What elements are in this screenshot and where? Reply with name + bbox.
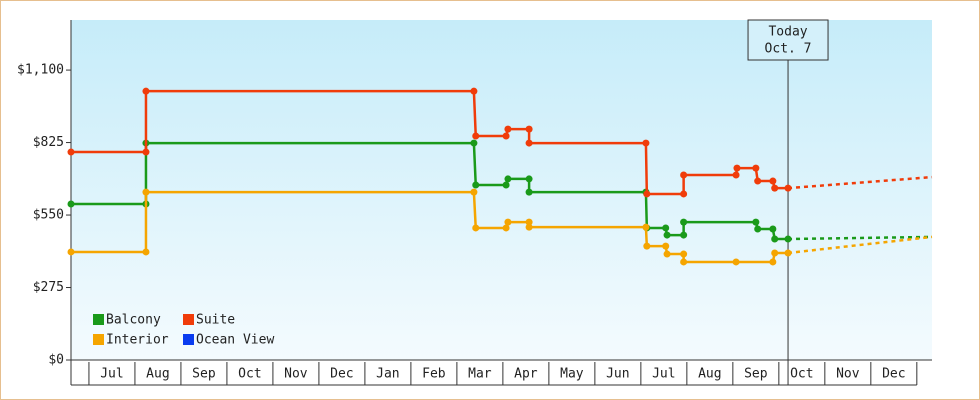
today-label: Oct. 7 [765, 42, 812, 57]
price-point [502, 132, 510, 140]
plot-area [71, 20, 932, 360]
price-point [784, 184, 792, 192]
price-point [662, 224, 670, 232]
x-tick-label: Dec [882, 367, 905, 382]
legend-label: Suite [196, 313, 235, 328]
x-tick-label: Feb [422, 367, 446, 382]
price-point [733, 164, 741, 172]
x-tick-label: Jan [376, 367, 399, 382]
price-point [680, 218, 688, 226]
price-point [732, 171, 740, 179]
x-tick-label: Nov [836, 367, 860, 382]
price-point [643, 242, 651, 250]
price-point [470, 188, 478, 196]
x-tick-label: May [560, 367, 584, 382]
price-point [784, 235, 792, 243]
price-point [525, 175, 533, 183]
legend-swatch [183, 334, 194, 345]
price-point [754, 225, 762, 233]
price-point [525, 188, 533, 196]
x-tick-label: Apr [514, 367, 538, 382]
price-point [771, 235, 779, 243]
price-point [769, 258, 777, 266]
legend-swatch [183, 314, 194, 325]
projection-line [787, 235, 933, 255]
price-point [525, 223, 533, 231]
price-point [470, 139, 478, 147]
price-point [504, 175, 512, 183]
price-point [784, 249, 792, 257]
price-point [525, 218, 533, 226]
price-point [502, 224, 510, 232]
price-point [752, 218, 760, 226]
x-tick-label: Aug [698, 367, 721, 382]
x-tick-label: Nov [284, 367, 308, 382]
legend-swatch [93, 314, 104, 325]
price-point [142, 148, 150, 156]
price-point [472, 132, 480, 140]
x-tick-label: Jul [652, 367, 675, 382]
price-point [769, 177, 777, 185]
legend-label: Balcony [106, 313, 161, 328]
x-tick-label: Mar [468, 367, 492, 382]
price-point [680, 231, 688, 239]
today-label: Today [768, 25, 807, 40]
price-point [67, 248, 75, 256]
x-tick-label: Dec [330, 367, 353, 382]
price-point [642, 223, 650, 231]
price-point [754, 177, 762, 185]
price-point [663, 250, 671, 258]
price-point [504, 218, 512, 226]
price-point [771, 184, 779, 192]
price-point [67, 148, 75, 156]
y-tick-label: $275 [33, 280, 64, 295]
price-point [67, 200, 75, 208]
price-point [502, 181, 510, 189]
price-point [680, 171, 688, 179]
price-point [504, 125, 512, 133]
price-point [680, 250, 688, 258]
x-tick-label: Aug [146, 367, 169, 382]
y-tick-label: $1,100 [17, 63, 64, 78]
price-point [752, 164, 760, 172]
price-point [472, 181, 480, 189]
price-point [525, 125, 533, 133]
y-tick-label: $550 [33, 208, 64, 223]
today-box [747, 19, 829, 61]
price-point [680, 258, 688, 266]
price-point [472, 224, 480, 232]
price-point [662, 242, 670, 250]
x-tick-label: Sep [192, 367, 216, 382]
price-point [142, 248, 150, 256]
legend-label: Ocean View [196, 333, 274, 348]
price-point [525, 139, 533, 147]
x-tick-label: Jul [100, 367, 123, 382]
price-point [663, 231, 671, 239]
x-tick-label: Sep [744, 367, 768, 382]
x-tick-label: Oct [238, 367, 261, 382]
price-point [732, 258, 740, 266]
legend-swatch [93, 334, 104, 345]
price-point [680, 190, 688, 198]
legend-label: Interior [106, 333, 169, 348]
x-tick-label: Oct [790, 367, 813, 382]
projection-line [787, 175, 933, 190]
y-tick-label: $825 [33, 135, 64, 150]
price-point [142, 87, 150, 95]
price-point [142, 188, 150, 196]
price-point [642, 139, 650, 147]
price-point [769, 225, 777, 233]
price-point [643, 190, 651, 198]
x-tick-label: Jun [606, 367, 629, 382]
price-point [771, 249, 779, 257]
price-point [470, 87, 478, 95]
y-tick-label: $0 [48, 353, 64, 368]
